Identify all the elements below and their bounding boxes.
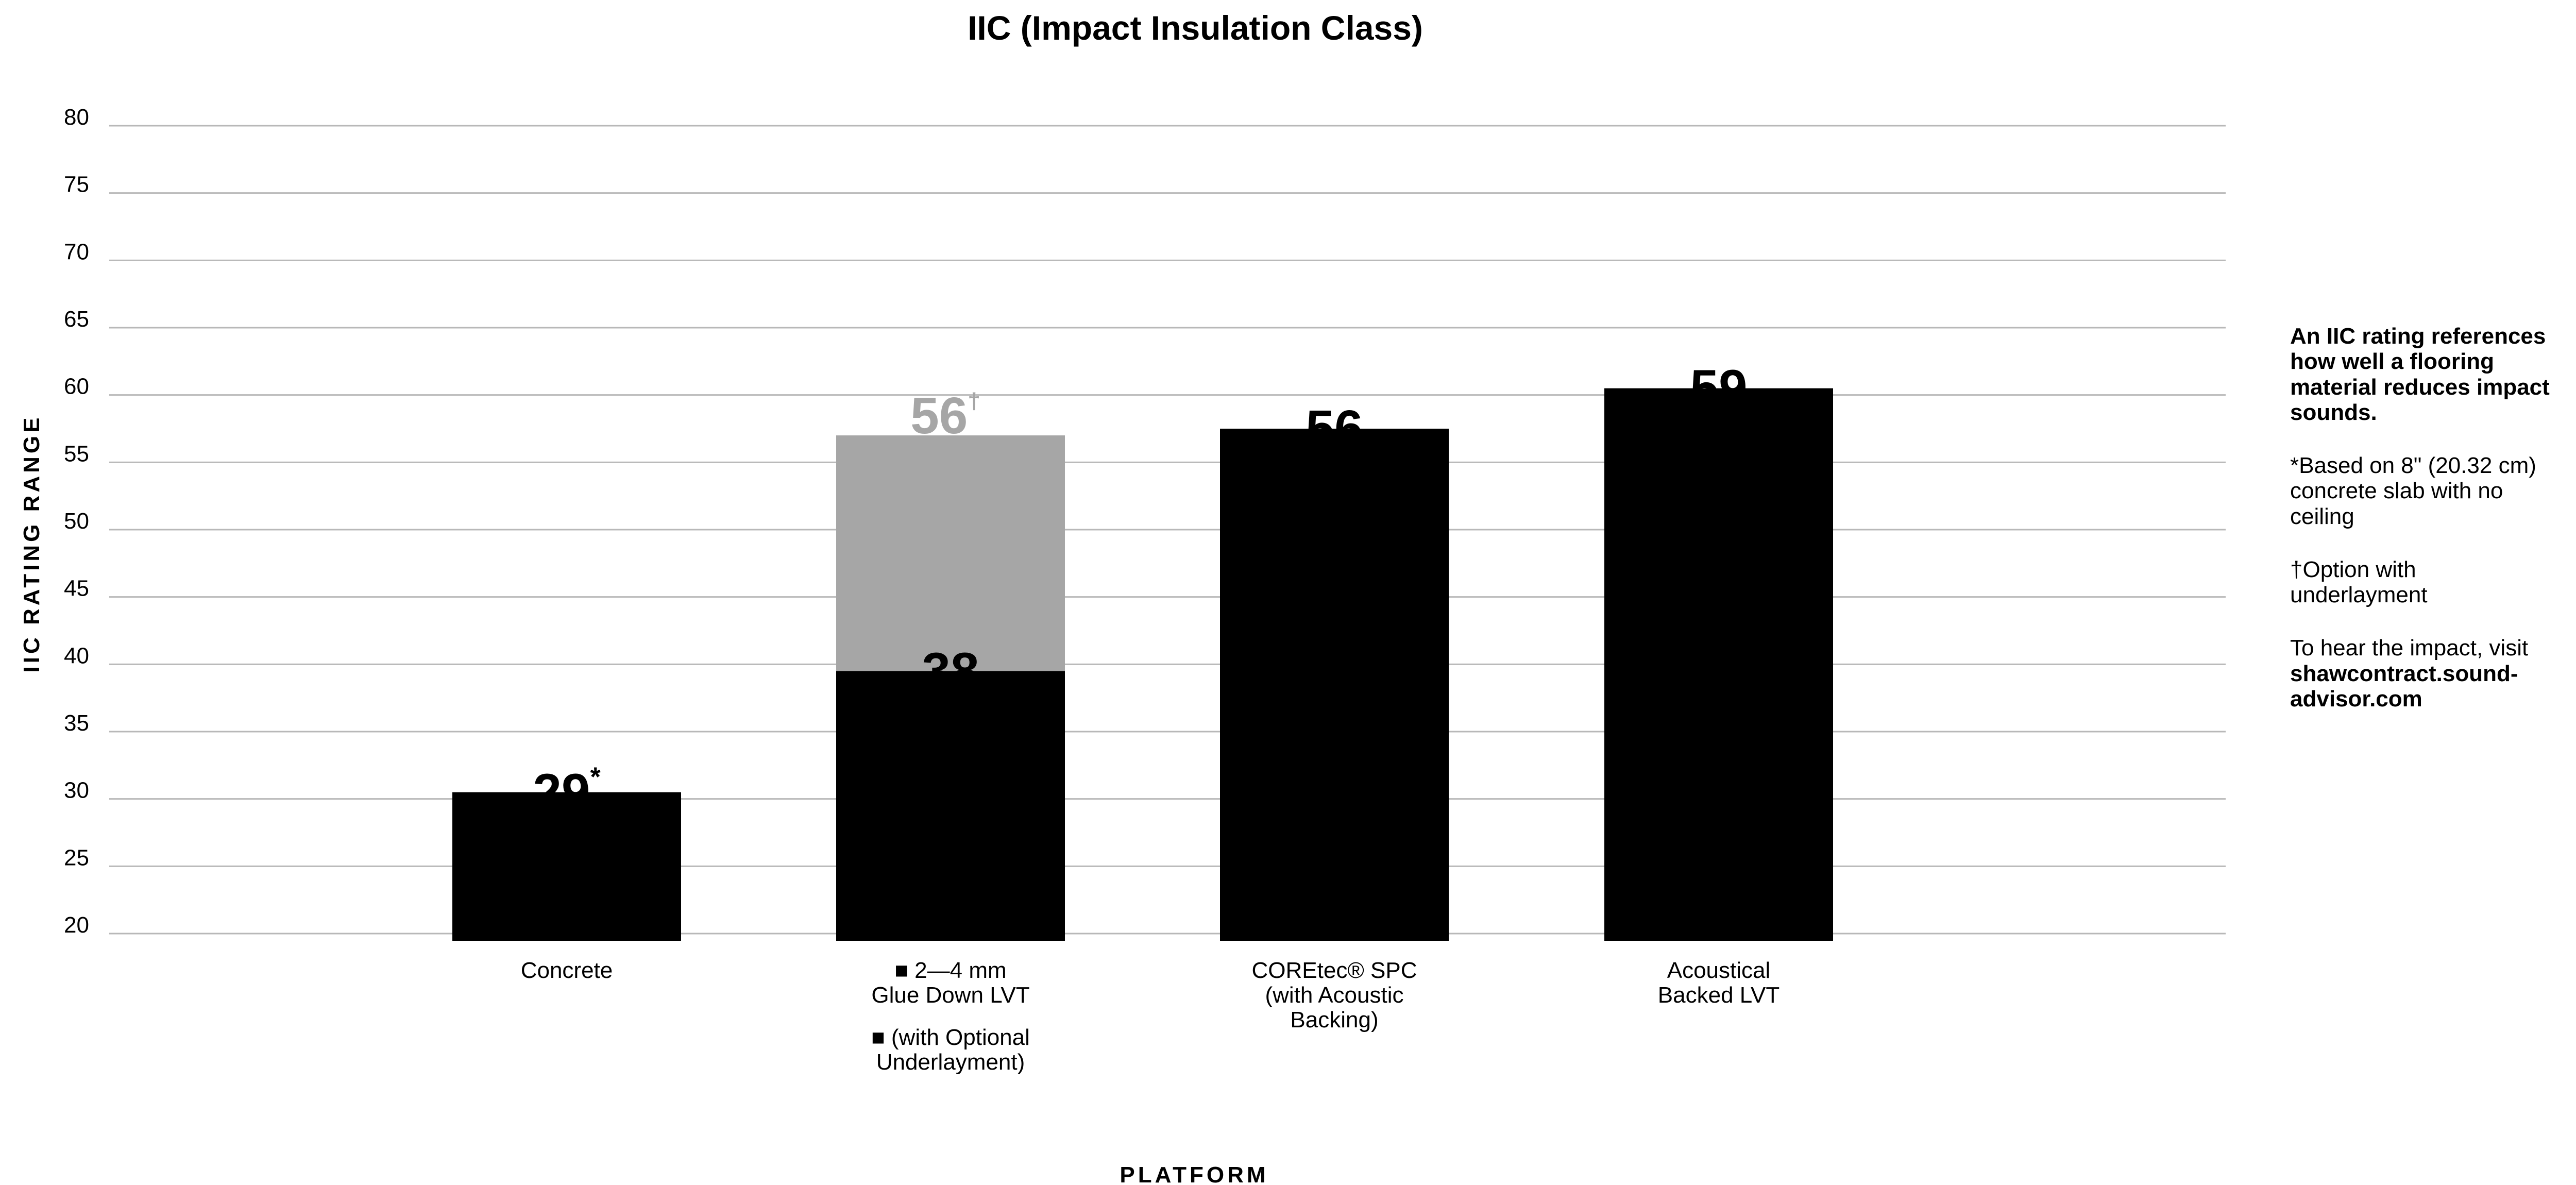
asterisk-marker: * xyxy=(590,763,601,792)
visit-note: To hear the impact, visit shawcontract.s… xyxy=(2290,635,2568,712)
dagger-marker: † xyxy=(968,388,980,414)
category-label: Glue Down LVT xyxy=(871,983,1029,1008)
bar-1 xyxy=(452,792,681,941)
category-label: Backed LVT xyxy=(1658,983,1780,1008)
notes-panel: An IIC rating references how well a floo… xyxy=(2290,324,2568,739)
category-label: COREtec® SPC xyxy=(1252,958,1417,983)
y-tick-label: 80 xyxy=(64,105,89,130)
category-label: Backing) xyxy=(1290,1007,1378,1032)
bar-4 xyxy=(1604,388,1833,941)
bar-2 xyxy=(836,671,1065,941)
footnote-star: *Based on 8" (20.32 cm) concrete slab wi… xyxy=(2290,453,2536,529)
chart-title: IIC (Impact Insulation Class) xyxy=(968,9,1423,47)
visit-text: To hear the impact, visit xyxy=(2290,635,2529,661)
footnote-dagger: †Option with underlayment xyxy=(2290,556,2428,608)
y-tick-label: 20 xyxy=(64,912,89,938)
data-label: 59 xyxy=(1690,360,1747,417)
x-axis-label: PLATFORM xyxy=(1120,1162,1268,1185)
data-label: 56 xyxy=(1306,400,1363,458)
category-label: Acoustical xyxy=(1667,958,1771,983)
category-label: Concrete xyxy=(521,958,613,983)
visit-url[interactable]: shawcontract.sound-advisor.com xyxy=(2290,661,2518,712)
data-label: 29* xyxy=(533,763,601,821)
y-tick-label: 35 xyxy=(64,710,89,736)
y-tick-label: 70 xyxy=(64,239,89,264)
y-tick-label: 45 xyxy=(64,576,89,601)
bar-3 xyxy=(1220,429,1449,941)
y-tick-label: 75 xyxy=(64,172,89,197)
category-label-optional: Underlayment) xyxy=(876,1049,1025,1075)
y-axis-label: IIC RATING RANGE xyxy=(19,415,44,673)
category-label: ■ 2—4 mm xyxy=(894,958,1006,983)
y-tick-label: 40 xyxy=(64,643,89,668)
category-label: (with Acoustic xyxy=(1265,983,1404,1008)
iic-bar-chart: 20 25 30 35 40 45 50 55 60 65 70 75 80 29* Concrete 56… xyxy=(19,105,2226,1185)
y-tick-label: 25 xyxy=(64,845,89,870)
y-tick-label: 30 xyxy=(64,778,89,803)
y-tick-label: 60 xyxy=(64,374,89,399)
y-tick-label: 50 xyxy=(64,509,89,534)
data-label: 38 xyxy=(922,642,979,700)
y-tick-label: 65 xyxy=(64,307,89,332)
iic-definition: An IIC rating references how well a floo… xyxy=(2290,324,2550,425)
y-tick-label: 55 xyxy=(64,441,89,466)
category-label-optional: ■ (with Optional xyxy=(871,1025,1030,1050)
